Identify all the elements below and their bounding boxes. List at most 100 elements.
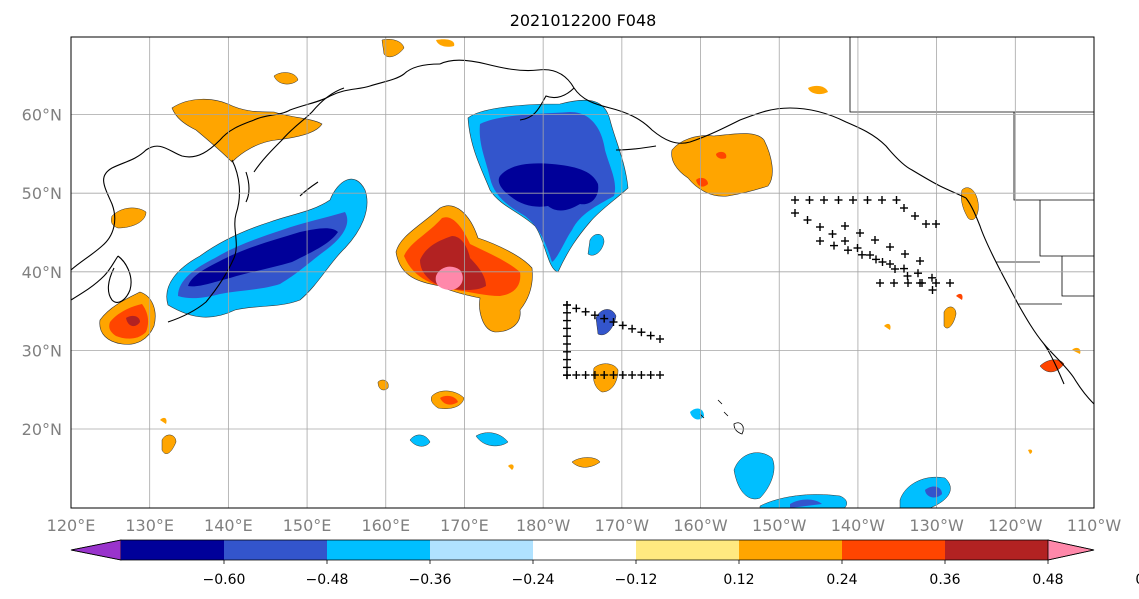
plus-marker bbox=[878, 196, 886, 204]
plus-marker bbox=[656, 335, 664, 343]
plus-marker bbox=[922, 220, 930, 228]
colorbar-bin bbox=[945, 540, 1049, 560]
plus-marker bbox=[791, 196, 799, 204]
warm-anomaly-gulf-alaska bbox=[671, 85, 828, 197]
plus-marker bbox=[563, 371, 571, 379]
plus-marker bbox=[900, 264, 908, 273]
colorbar-tick-label: −0.12 bbox=[615, 572, 658, 588]
lon-tick-label: 130°E bbox=[125, 516, 174, 535]
plus-marker bbox=[581, 307, 590, 316]
plus-marker bbox=[563, 301, 571, 309]
plus-marker bbox=[914, 269, 922, 278]
plus-marker bbox=[563, 340, 571, 348]
lon-tick-label: 110°W bbox=[1067, 516, 1122, 535]
plus-marker bbox=[856, 229, 864, 237]
plus-marker bbox=[609, 371, 618, 379]
plus-marker bbox=[816, 237, 824, 245]
plus-marker bbox=[563, 308, 571, 317]
plus-marker bbox=[563, 332, 571, 341]
plus-marker bbox=[618, 321, 627, 330]
figure-title: 2021012200 F048 bbox=[510, 11, 657, 30]
colorbar bbox=[70, 539, 1095, 561]
plus-marker bbox=[891, 265, 899, 273]
plus-marker bbox=[563, 355, 571, 364]
plus-marker bbox=[904, 279, 912, 287]
colorbar-bin bbox=[636, 540, 740, 560]
lat-tick-label: 40°N bbox=[22, 263, 62, 282]
plus-marker bbox=[628, 324, 637, 333]
colorbar-bin bbox=[739, 540, 843, 560]
plus-marker bbox=[863, 196, 872, 204]
borders bbox=[849, 37, 1094, 305]
colorbar-bin bbox=[327, 540, 431, 560]
plus-marker bbox=[886, 260, 894, 268]
plus-marker bbox=[563, 316, 571, 325]
colorbar-extend-high bbox=[1047, 539, 1095, 561]
plus-marker bbox=[878, 258, 887, 266]
lon-tick-label: 130°W bbox=[909, 516, 964, 535]
plus-marker bbox=[892, 196, 901, 204]
latitude-tick-labels: 20°N 30°N 40°N 50°N 60°N bbox=[22, 106, 62, 439]
plus-marker bbox=[844, 246, 852, 255]
colorbar-tick-label: −0.60 bbox=[203, 572, 246, 588]
plus-marker bbox=[656, 371, 664, 379]
plus-marker bbox=[590, 371, 599, 379]
colorbar-bin bbox=[121, 540, 225, 560]
plus-marker bbox=[876, 279, 884, 287]
plus-marker bbox=[886, 243, 894, 251]
colorbar-tick-label: −0.48 bbox=[306, 572, 349, 588]
lat-tick-label: 60°N bbox=[22, 106, 62, 125]
plus-marker bbox=[646, 331, 655, 340]
colorbar-bin bbox=[224, 540, 328, 560]
plus-marker bbox=[849, 196, 857, 204]
lon-tick-label: 140°E bbox=[204, 516, 253, 535]
plus-marker bbox=[946, 279, 954, 287]
lat-tick-label: 30°N bbox=[22, 341, 62, 360]
plus-marker bbox=[841, 237, 849, 245]
lon-tick-label: 160°E bbox=[361, 516, 410, 535]
coastlines bbox=[71, 59, 1094, 405]
colorbar-tick-label: 0.60 bbox=[1135, 572, 1139, 588]
plus-marker bbox=[903, 272, 912, 280]
colorbar-tick-labels: −0.60 −0.48 −0.36 −0.24 −0.12 0.12 0.24 0.36 0.4… bbox=[203, 560, 1139, 588]
plus-marker bbox=[871, 236, 879, 244]
colorbar-tick-label: −0.36 bbox=[409, 572, 452, 588]
plus-marker bbox=[853, 244, 862, 252]
observation-markers bbox=[563, 196, 954, 380]
colorbar-bin bbox=[430, 540, 534, 560]
plus-marker bbox=[572, 304, 581, 313]
plus-marker bbox=[916, 257, 924, 265]
plus-marker bbox=[911, 212, 919, 220]
map-area bbox=[71, 37, 1094, 508]
lon-tick-label: 180°W bbox=[516, 516, 571, 535]
plus-marker bbox=[563, 363, 571, 372]
plus-marker bbox=[918, 279, 926, 287]
plus-marker bbox=[805, 196, 814, 204]
lon-tick-label: 150°W bbox=[752, 516, 807, 535]
plus-marker bbox=[866, 251, 874, 259]
plus-marker bbox=[932, 279, 940, 287]
plus-marker bbox=[932, 220, 940, 228]
colorbar-tick-label: 0.12 bbox=[723, 572, 754, 588]
plus-marker bbox=[841, 222, 849, 230]
colorbar-tick-label: −0.24 bbox=[512, 572, 555, 588]
plus-marker bbox=[572, 371, 581, 379]
lat-tick-label: 50°N bbox=[22, 184, 62, 203]
blue-anomaly-small bbox=[409, 234, 951, 508]
lon-tick-label: 120°E bbox=[47, 516, 96, 535]
plus-marker bbox=[637, 371, 646, 379]
plus-marker bbox=[628, 371, 637, 379]
plus-marker bbox=[890, 279, 898, 287]
blue-anomaly-bering bbox=[467, 99, 629, 273]
plus-marker bbox=[820, 196, 828, 204]
plus-marker bbox=[900, 204, 908, 212]
plus-marker bbox=[600, 314, 609, 323]
grid-lines bbox=[71, 37, 1094, 508]
plus-marker bbox=[563, 324, 571, 333]
longitude-tick-labels: 120°E 130°E 140°E 150°E 160°E 170°E 180°W 170°W… bbox=[47, 516, 1122, 535]
colorbar-bin bbox=[842, 540, 946, 560]
plus-marker bbox=[590, 311, 599, 320]
map-frame bbox=[70, 36, 1095, 509]
plus-marker bbox=[828, 230, 837, 238]
